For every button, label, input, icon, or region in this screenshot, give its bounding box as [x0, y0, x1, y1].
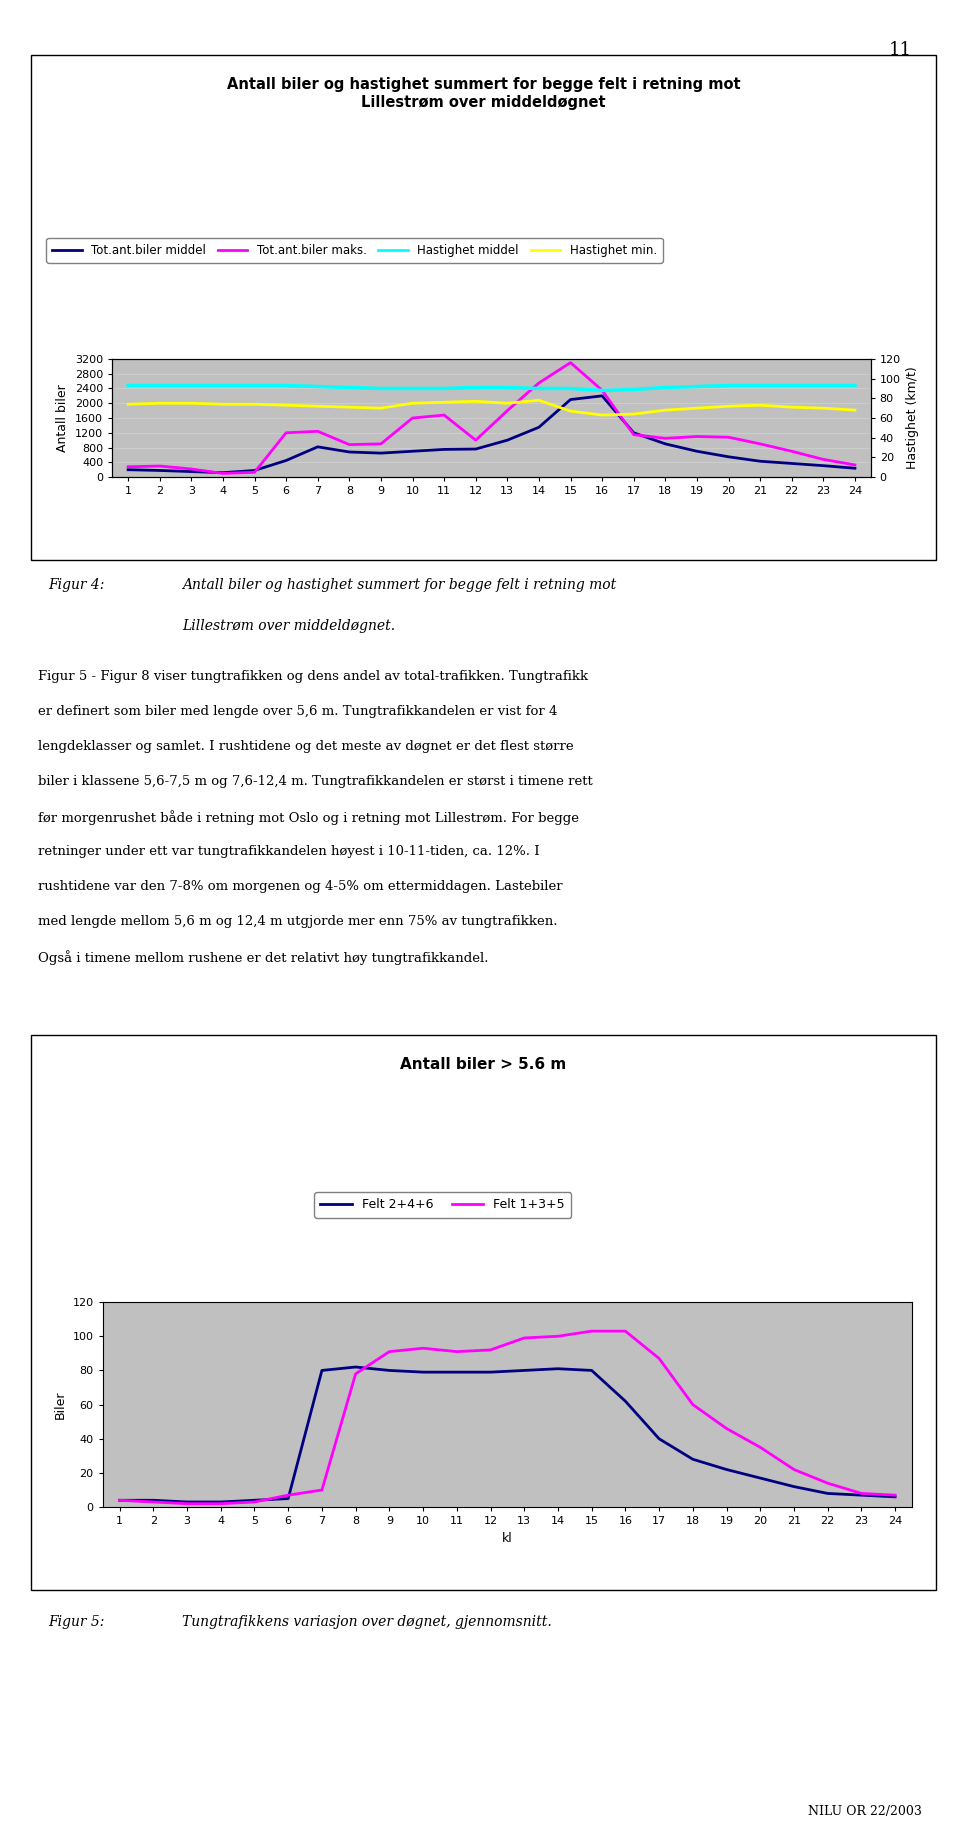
Text: Figur 5:: Figur 5:	[48, 1615, 105, 1628]
Text: er definert som biler med lengde over 5,6 m. Tungtrafikkandelen er vist for 4: er definert som biler med lengde over 5,…	[38, 705, 558, 718]
Text: NILU OR 22/2003: NILU OR 22/2003	[807, 1805, 922, 1818]
Text: med lengde mellom 5,6 m og 12,4 m utgjorde mer enn 75% av tungtrafikken.: med lengde mellom 5,6 m og 12,4 m utgjor…	[38, 915, 558, 928]
Y-axis label: Hastighet (km/t): Hastighet (km/t)	[906, 367, 920, 470]
Text: Figur 5 - Figur 8 viser tungtrafikken og dens andel av total-trafikken. Tungtraf: Figur 5 - Figur 8 viser tungtrafikken og…	[38, 670, 588, 683]
Legend: Felt 2+4+6, Felt 1+3+5: Felt 2+4+6, Felt 1+3+5	[314, 1192, 571, 1218]
Text: Antall biler > 5.6 m: Antall biler > 5.6 m	[400, 1057, 566, 1072]
Y-axis label: Biler: Biler	[54, 1391, 67, 1418]
Text: Figur 4:: Figur 4:	[48, 578, 105, 591]
Text: lengdeklasser og samlet. I rushtidene og det meste av døgnet er det flest større: lengdeklasser og samlet. I rushtidene og…	[38, 740, 574, 753]
Text: Tungtrafikkens variasjon over døgnet, gjennomsnitt.: Tungtrafikkens variasjon over døgnet, gj…	[182, 1615, 552, 1628]
X-axis label: kl: kl	[502, 1533, 513, 1545]
Text: rushtidene var den 7-8% om morgenen og 4-5% om ettermiddagen. Lastebiler: rushtidene var den 7-8% om morgenen og 4…	[38, 880, 563, 893]
Text: retninger under ett var tungtrafikkandelen høyest i 10-11-tiden, ca. 12%. I: retninger under ett var tungtrafikkandel…	[38, 845, 540, 858]
Text: Også i timene mellom rushene er det relativt høy tungtrafikkandel.: Også i timene mellom rushene er det rela…	[38, 950, 489, 965]
Text: Lillestrøm over middeldøgnet.: Lillestrøm over middeldøgnet.	[182, 619, 396, 632]
Text: 11: 11	[889, 41, 912, 59]
Legend: Tot.ant.biler middel, Tot.ant.biler maks., Hastighet middel, Hastighet min.: Tot.ant.biler middel, Tot.ant.biler maks…	[46, 238, 662, 263]
Text: Antall biler og hastighet summert for begge felt i retning mot: Antall biler og hastighet summert for be…	[182, 578, 616, 591]
Text: før morgenrushet både i retning mot Oslo og i retning mot Lillestrøm. For begge: før morgenrushet både i retning mot Oslo…	[38, 810, 580, 825]
Text: biler i klassene 5,6-7,5 m og 7,6-12,4 m. Tungtrafikkandelen er størst i timene : biler i klassene 5,6-7,5 m og 7,6-12,4 m…	[38, 775, 593, 788]
Text: Antall biler og hastighet summert for begge felt i retning mot
Lillestrøm over m: Antall biler og hastighet summert for be…	[227, 77, 740, 109]
Y-axis label: Antall biler: Antall biler	[57, 385, 69, 451]
